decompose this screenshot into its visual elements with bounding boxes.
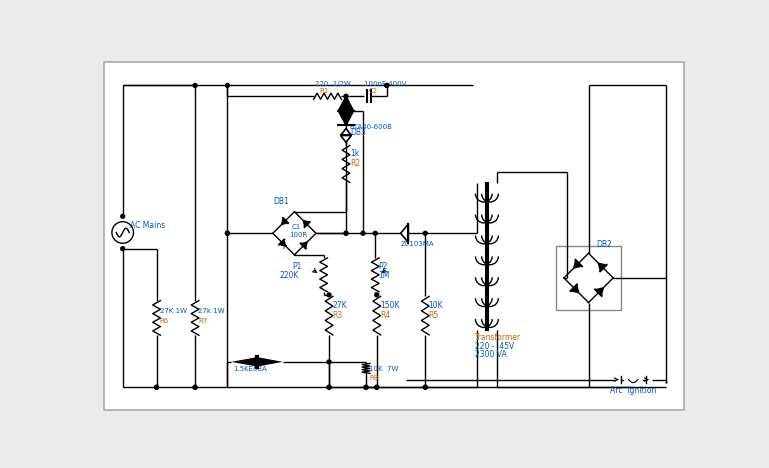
Circle shape <box>344 231 348 235</box>
Circle shape <box>327 293 331 297</box>
Circle shape <box>225 231 229 235</box>
Circle shape <box>344 94 348 98</box>
Text: 100nF 400V: 100nF 400V <box>365 81 407 87</box>
Text: R1: R1 <box>320 88 329 94</box>
Circle shape <box>121 214 125 218</box>
Text: DB2: DB2 <box>596 240 612 249</box>
Text: DB3: DB3 <box>350 128 366 137</box>
Circle shape <box>375 385 378 389</box>
Polygon shape <box>595 288 604 296</box>
Text: 10K  7W: 10K 7W <box>369 366 398 372</box>
Circle shape <box>225 83 229 88</box>
Text: 2300 VA: 2300 VA <box>475 350 507 359</box>
Circle shape <box>327 360 331 364</box>
Text: 220 -  45V: 220 - 45V <box>475 342 514 351</box>
Circle shape <box>193 385 197 389</box>
Text: DB1: DB1 <box>273 197 288 206</box>
Circle shape <box>424 231 428 235</box>
Text: 220  1/2W: 220 1/2W <box>315 81 351 87</box>
Circle shape <box>373 231 377 235</box>
Polygon shape <box>338 111 354 125</box>
Text: 220K: 220K <box>280 271 299 280</box>
Text: Transformer: Transformer <box>475 333 521 342</box>
Bar <box>556 246 621 310</box>
Polygon shape <box>341 135 351 142</box>
Text: 10K: 10K <box>428 301 443 310</box>
Polygon shape <box>571 285 578 292</box>
Circle shape <box>121 247 125 250</box>
Text: 1.5KE68A: 1.5KE68A <box>233 366 267 372</box>
Polygon shape <box>231 357 256 366</box>
Circle shape <box>327 385 331 389</box>
Polygon shape <box>338 96 354 111</box>
Circle shape <box>424 385 428 389</box>
Text: P2: P2 <box>378 262 388 271</box>
Text: 150K: 150K <box>380 301 399 310</box>
Polygon shape <box>401 224 408 242</box>
Circle shape <box>155 385 158 389</box>
Polygon shape <box>301 242 307 248</box>
Polygon shape <box>574 260 581 268</box>
Text: R8: R8 <box>369 375 378 381</box>
Text: 100R: 100R <box>289 232 308 238</box>
Text: BTA40-600B: BTA40-600B <box>350 124 393 130</box>
Text: R3: R3 <box>332 311 342 320</box>
Text: C2: C2 <box>368 88 378 94</box>
Circle shape <box>361 231 365 235</box>
Circle shape <box>155 385 158 389</box>
Text: +: + <box>279 241 287 251</box>
Circle shape <box>193 385 197 389</box>
Circle shape <box>225 231 229 235</box>
Text: 1k: 1k <box>350 149 359 158</box>
Polygon shape <box>341 129 351 135</box>
Text: R2: R2 <box>350 159 360 168</box>
Circle shape <box>384 83 388 88</box>
Circle shape <box>344 231 348 235</box>
Text: C1: C1 <box>291 225 301 230</box>
Text: AC Mains: AC Mains <box>131 221 165 230</box>
Circle shape <box>327 385 331 389</box>
Text: R4: R4 <box>380 311 390 320</box>
Circle shape <box>193 83 197 88</box>
Text: R5: R5 <box>428 311 438 320</box>
Text: R7: R7 <box>198 318 208 323</box>
Text: 1M: 1M <box>378 271 390 280</box>
Circle shape <box>384 83 388 88</box>
Text: 27k 1W: 27k 1W <box>198 308 225 314</box>
Text: Z0103MA: Z0103MA <box>401 241 434 247</box>
Text: Arc  ignition: Arc ignition <box>610 387 657 395</box>
Polygon shape <box>303 220 309 227</box>
Circle shape <box>375 293 378 297</box>
Polygon shape <box>258 357 283 366</box>
Circle shape <box>364 385 368 389</box>
Text: 27K 1W: 27K 1W <box>160 308 187 314</box>
Text: 27K: 27K <box>332 301 347 310</box>
Text: P1: P1 <box>293 262 302 271</box>
Polygon shape <box>598 263 606 271</box>
Text: R6: R6 <box>160 318 169 323</box>
Circle shape <box>424 385 428 389</box>
Circle shape <box>375 385 378 389</box>
Polygon shape <box>279 240 285 246</box>
Polygon shape <box>281 218 288 224</box>
Circle shape <box>364 385 368 389</box>
